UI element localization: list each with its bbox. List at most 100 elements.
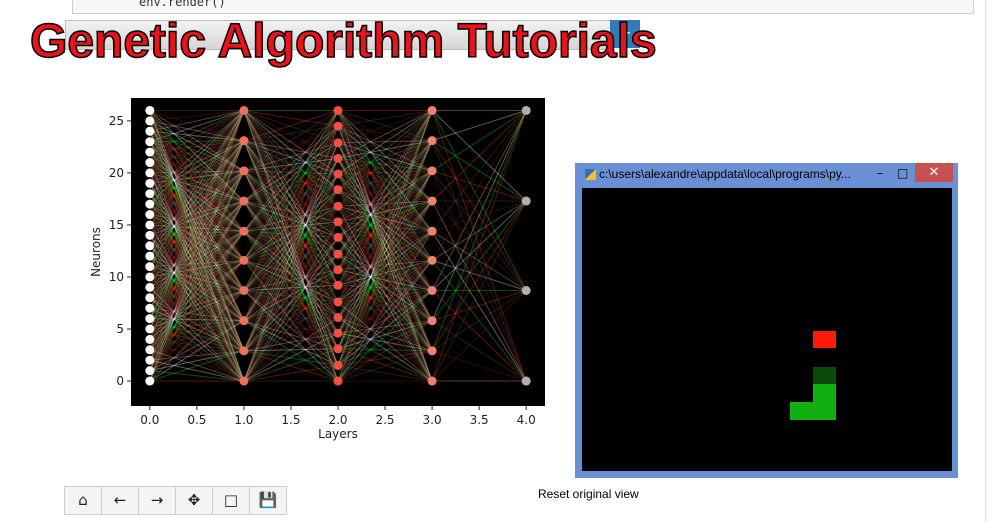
close[interactable]: ✕ [915,163,953,182]
connection [149,224,245,352]
connection [243,125,339,291]
connection [149,290,245,351]
connection [149,193,244,202]
game-window: c:\users\alexandre\appdata\local\program… [575,163,958,478]
connection [337,259,433,286]
connection [149,170,245,205]
connection [149,110,245,172]
connection [243,140,339,366]
connection [149,120,245,172]
connection [337,230,433,271]
connection [243,205,339,352]
connection [243,200,339,286]
forward-button[interactable]: → [139,487,176,514]
connection [337,332,433,382]
connection [243,142,339,232]
neuron [333,249,343,259]
connection [243,110,339,175]
connection [243,170,339,255]
neuron [333,121,343,131]
connection [243,284,339,291]
minimize[interactable]: – [877,166,883,180]
connection [149,131,245,352]
connection [337,110,433,223]
connection [149,170,244,184]
connection [243,125,339,232]
neuron [333,297,343,307]
neuron [145,137,155,147]
back-button[interactable]: ← [102,487,139,514]
connection [337,259,433,318]
connection [149,151,245,202]
connection [149,200,245,371]
connection [243,350,339,366]
connection [337,140,433,366]
connection [243,170,339,366]
connection [337,253,433,322]
connection [337,189,433,291]
zoom-button[interactable]: □ [213,487,250,514]
connection [149,349,244,352]
x-tick-label: 2.0 [328,413,347,427]
connection [243,200,339,318]
connection [243,221,339,382]
connection [431,110,527,321]
neuron [145,116,155,126]
connection [243,173,339,232]
y-tick-label: 0 [116,374,124,388]
connection [149,110,245,382]
connection [149,170,245,361]
connection [149,110,245,226]
connection [337,259,433,303]
connection [337,140,433,159]
connection [149,200,245,319]
connection [149,290,245,382]
connection [337,125,433,321]
connection [337,253,433,261]
connection [149,259,245,288]
connection [337,236,433,291]
connection [149,110,245,288]
connection [243,290,339,334]
connection [149,255,244,261]
connection [243,290,339,382]
connection [243,125,339,202]
connection [431,230,527,382]
connection [149,170,245,215]
connection [149,203,245,261]
add-button[interactable]: + [610,20,640,48]
connection [243,259,339,303]
save-button[interactable]: 💾 [250,487,286,514]
connection [243,125,339,321]
connection [149,120,245,352]
connection [243,170,339,286]
connection [337,142,433,291]
connection [149,182,245,232]
connection [243,110,339,382]
connection [243,140,339,318]
connection [243,301,339,322]
connection [149,297,245,322]
pan-button[interactable]: ✥ [176,487,213,514]
connection [149,214,245,322]
connection [337,230,433,366]
connection [149,110,245,321]
connection [149,141,245,232]
connection [149,131,245,291]
neuron [145,314,155,324]
neuron [145,262,155,272]
connection [149,170,245,278]
connection [149,230,244,247]
neuron [427,286,437,295]
connection [431,200,527,382]
connection [149,259,244,278]
connection [149,290,245,309]
neuron [333,313,343,323]
chart: Layers Neurons 0.0 0.5 1.0 1.5 2.0 2.5 3.0 3.5 4… [89,98,545,441]
connection [149,110,245,195]
neuron [145,282,155,292]
home-button[interactable]: ⌂ [65,487,102,514]
connection [431,170,527,291]
maximize[interactable]: □ [897,166,909,180]
neuron [239,255,249,265]
